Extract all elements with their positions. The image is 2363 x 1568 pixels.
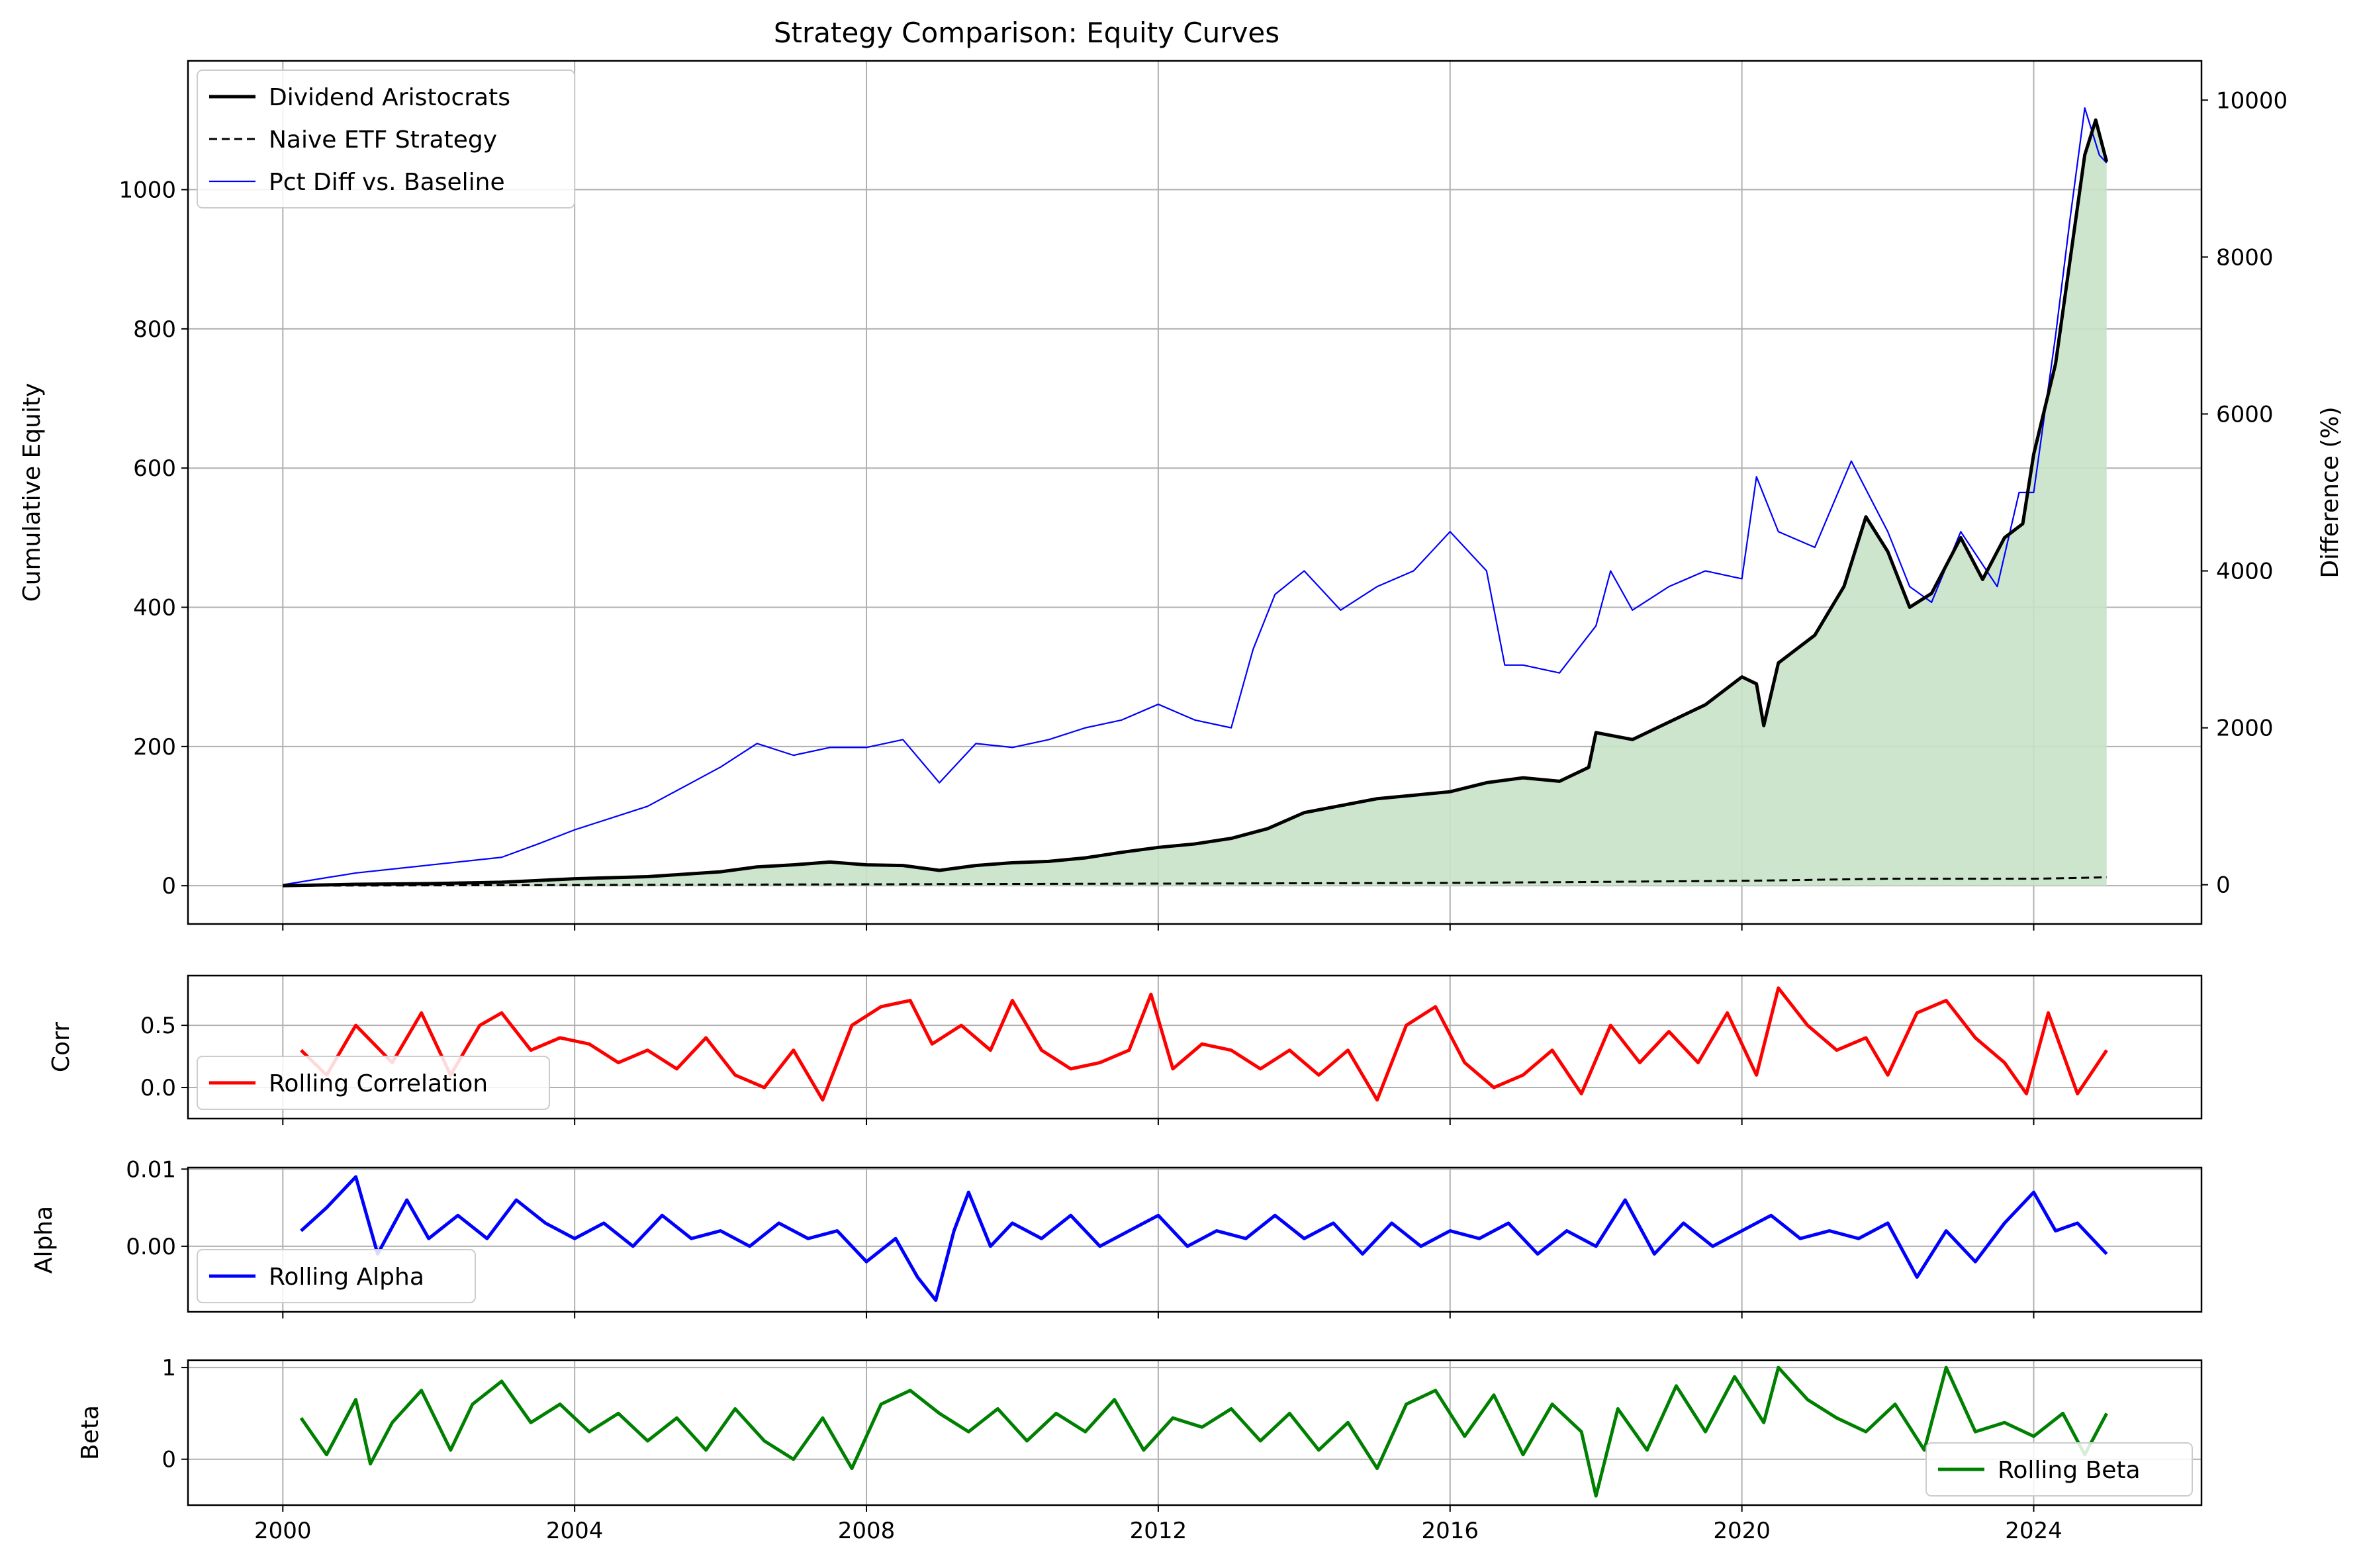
y-axis-label: Beta bbox=[77, 1405, 104, 1460]
legend-box bbox=[197, 69, 575, 208]
x-tick-label: 2008 bbox=[838, 1518, 896, 1544]
series-line-rolling-alpha bbox=[300, 1175, 2108, 1303]
x-tick-label: 2000 bbox=[254, 1518, 312, 1544]
legend: Dividend Aristocrats Naive ETF Strategy Pc… bbox=[197, 69, 575, 208]
x-tick-label: 2016 bbox=[1421, 1518, 1479, 1544]
y-tick-label: 400 bbox=[133, 595, 176, 622]
legend-label: Rolling Beta bbox=[1998, 1457, 2141, 1484]
series-line-dividend-aristocrats bbox=[283, 118, 2109, 888]
panel-frame bbox=[187, 60, 2203, 925]
series-line-pct-diff-vs-baseline bbox=[283, 107, 2108, 886]
legend-label: Naive ETF Strategy bbox=[269, 126, 497, 154]
legend: Rolling Alpha bbox=[197, 1249, 476, 1303]
panel-corr: 0.0 0.5 Corr Rolling Correlation bbox=[48, 974, 2203, 1125]
series-line-rolling-correlation bbox=[300, 986, 2108, 1102]
series-line-rolling-beta bbox=[299, 1365, 2108, 1498]
legend-box bbox=[1925, 1442, 2193, 1497]
y-tick-label: 0.5 bbox=[140, 1013, 176, 1039]
legend-box bbox=[197, 1249, 476, 1303]
equity-fill-area bbox=[283, 120, 2107, 886]
legend-box bbox=[197, 1056, 550, 1110]
y-tick-label: 800 bbox=[133, 316, 176, 343]
y2-tick-label: 0 bbox=[2216, 872, 2231, 899]
y-tick-label: 0.0 bbox=[140, 1075, 176, 1101]
plot-area bbox=[300, 986, 2108, 1102]
legend: Rolling Correlation bbox=[197, 1056, 550, 1110]
panel-frame bbox=[187, 1166, 2203, 1313]
y2-axis-label: Difference (%) bbox=[2317, 406, 2344, 578]
y-tick-label: 0 bbox=[162, 873, 176, 899]
y2-tick-label: 4000 bbox=[2216, 559, 2274, 585]
series-line-naive-etf-strategy bbox=[283, 876, 2107, 887]
panel-frame bbox=[187, 1359, 2203, 1506]
y2-tick-label: 10000 bbox=[2216, 87, 2288, 114]
panel-alpha: 0.00 0.01 Alpha Rolling Alpha bbox=[30, 1156, 2203, 1318]
legend-label: Rolling Alpha bbox=[269, 1264, 424, 1291]
x-tick-label: 2024 bbox=[2005, 1518, 2062, 1544]
chart-title: Strategy Comparison: Equity Curves bbox=[774, 17, 1279, 49]
y-tick-label: 1000 bbox=[118, 177, 176, 204]
legend-label: Dividend Aristocrats bbox=[269, 84, 510, 111]
x-tick-label: 2004 bbox=[546, 1518, 604, 1544]
x-tick-label: 2020 bbox=[1713, 1518, 1771, 1544]
panel-beta: 2000 2004 2008 2012 2016 2020 2024 0 1 Beta Rollin… bbox=[77, 1355, 2203, 1544]
panel-frame bbox=[187, 974, 2203, 1120]
y-tick-label: 600 bbox=[133, 455, 176, 482]
y-axis-label: Cumulative Equity bbox=[19, 383, 46, 602]
y2-tick-label: 2000 bbox=[2216, 715, 2274, 742]
y-tick-label: 0.01 bbox=[126, 1156, 176, 1183]
legend: Rolling Beta bbox=[1925, 1442, 2193, 1497]
legend-label: Pct Diff vs. Baseline bbox=[269, 169, 505, 196]
y-tick-label: 0 bbox=[162, 1447, 176, 1473]
y2-tick-label: 8000 bbox=[2216, 244, 2274, 271]
plot-area bbox=[299, 1365, 2108, 1498]
chart-panels: 020040060080010000200040006000800010000C… bbox=[19, 60, 2344, 1544]
panel-equity: 020040060080010000200040006000800010000C… bbox=[19, 60, 2344, 931]
y-tick-label: 0.00 bbox=[126, 1234, 176, 1260]
y-tick-label: 200 bbox=[133, 734, 176, 761]
plot-area bbox=[283, 107, 2109, 888]
y-axis-label: Corr bbox=[48, 1022, 75, 1072]
plot-area bbox=[300, 1175, 2108, 1303]
y2-tick-label: 6000 bbox=[2216, 401, 2274, 428]
y-axis-label: Alpha bbox=[30, 1206, 58, 1273]
x-tick-label: 2012 bbox=[1130, 1518, 1187, 1544]
legend-label: Rolling Correlation bbox=[269, 1070, 488, 1097]
y-tick-label: 1 bbox=[162, 1355, 176, 1381]
